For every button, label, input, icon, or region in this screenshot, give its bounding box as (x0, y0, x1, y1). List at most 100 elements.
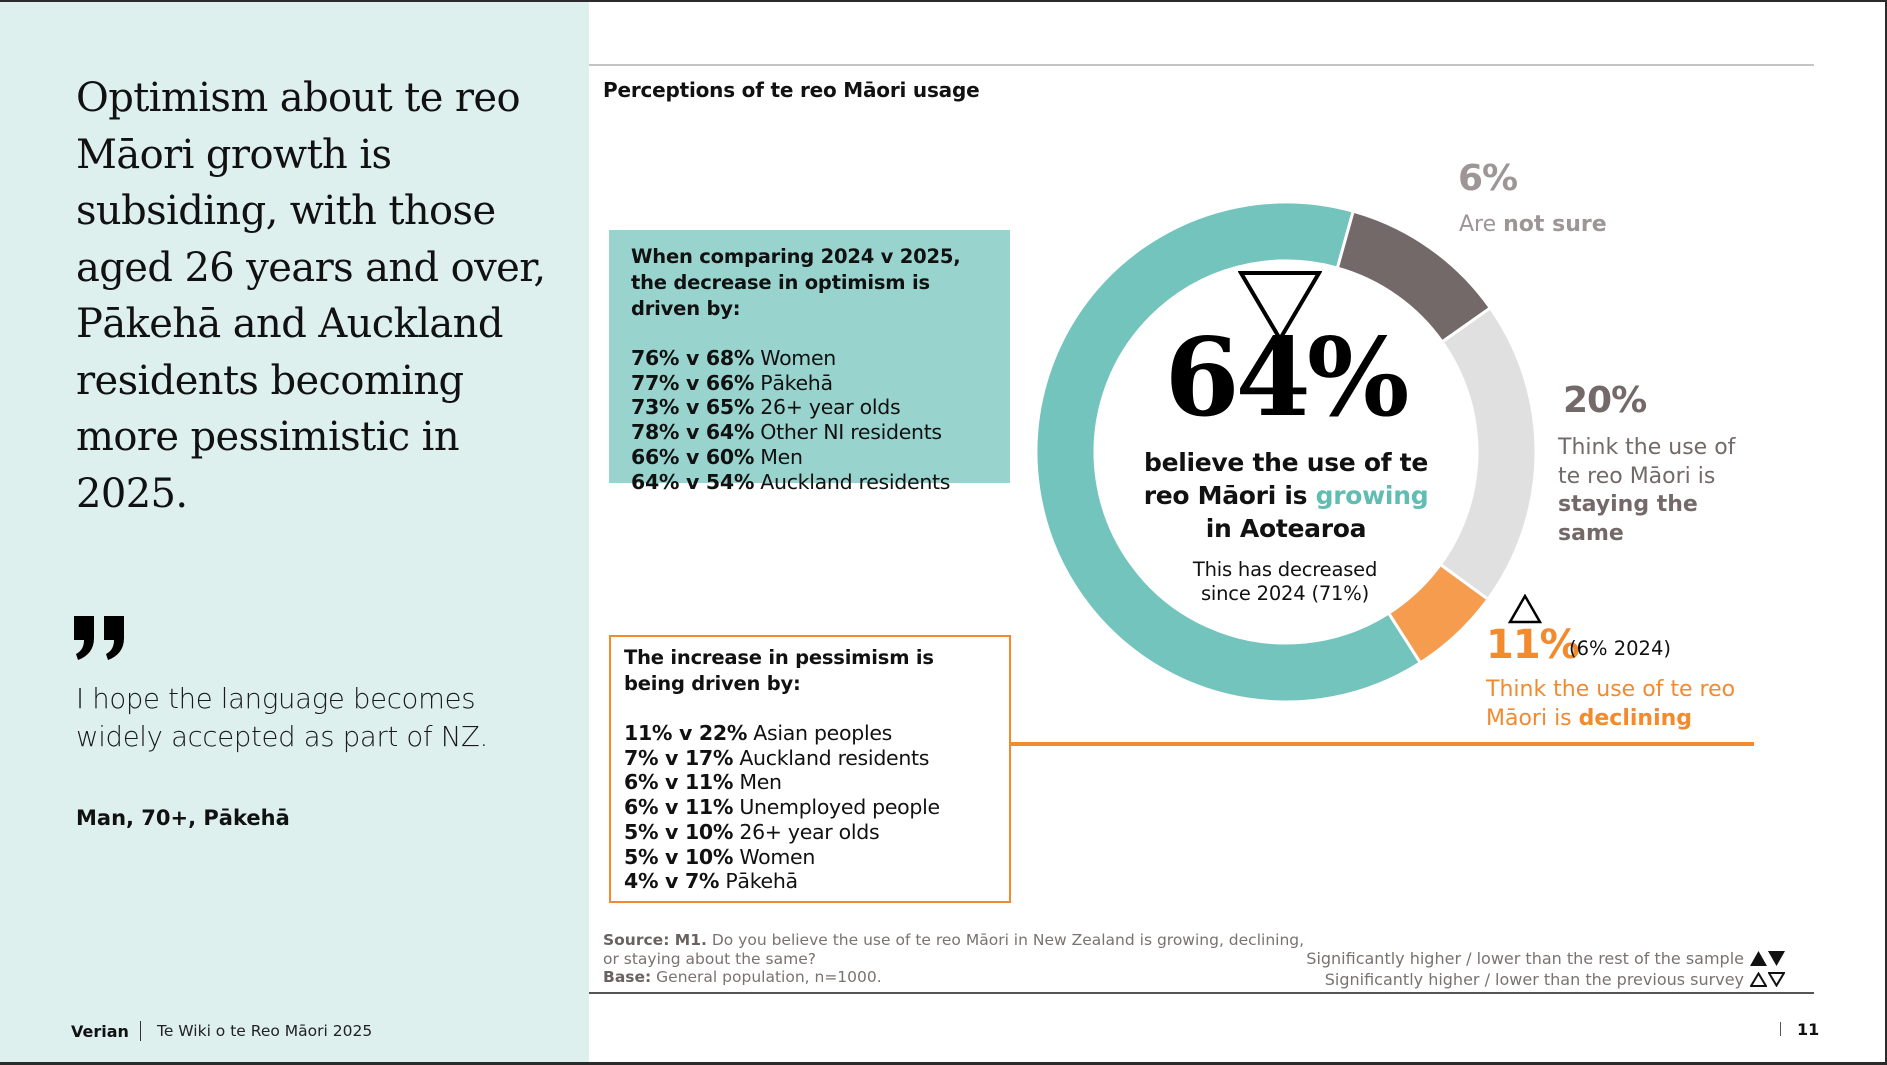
pessimism-drivers-list: 11% v 22% Asian peoples 7% v 17% Auckland… (624, 721, 999, 894)
pessimism-driver-row: 5% v 10% 26+ year olds (624, 820, 999, 845)
optimism-driver-row-values: 78% v 64% (631, 420, 755, 445)
pessimism-driver-row: 6% v 11% Men (624, 770, 999, 795)
source-label: Source: M1. (603, 931, 707, 949)
center-line-1: believe the use of te (1143, 448, 1428, 477)
optimism-driver-row-group: 26+ year olds (754, 395, 901, 420)
center-line-2: reo Māori is growing (1128, 479, 1444, 512)
pessimism-driver-row-values: 5% v 10% (624, 844, 734, 869)
optimism-driver-row-values: 64% v 54% (631, 469, 755, 494)
base-text: General population, n=1000. (651, 968, 882, 986)
source-text: Do you believe the use of te reo Māori i… (603, 931, 1305, 968)
optimism-driver-row-group: Men (754, 444, 803, 469)
donut-segment-same (1438, 305, 1538, 602)
not-sure-bold: not sure (1503, 212, 1607, 237)
pessimism-driver-row: 4% v 7% Pākehā (624, 869, 999, 894)
optimism-box-heading: When comparing 2024 v 2025, the decrease… (631, 245, 961, 320)
quote-text: I hope the language becomes widely accep… (76, 683, 488, 753)
outline-up-triangle-icon (1750, 972, 1767, 987)
not-sure-prefix: Are (1459, 212, 1504, 237)
pessimism-driver-row-group: 26+ year olds (733, 819, 880, 844)
optimism-driver-row: 66% v 60% Men (631, 445, 992, 470)
optimism-driver-row-values: 76% v 68% (631, 346, 755, 370)
center-sub-line-1: This has decreased (1192, 558, 1378, 581)
optimism-driver-row-group: Women (754, 346, 836, 370)
same-label-bold: staying the same (1558, 492, 1698, 546)
outline-down-triangle-icon (1768, 972, 1785, 987)
footer-divider (140, 1021, 141, 1041)
optimism-driver-row: 73% v 65% 26+ year olds (631, 395, 992, 420)
pessimism-driver-row-group: Auckland residents (733, 745, 930, 770)
pessimism-driver-row-values: 6% v 11% (624, 770, 734, 795)
footer-title: Te Wiki o te Reo Māori 2025 (157, 1022, 373, 1040)
pessimism-box-heading: The increase in pessimism is being drive… (624, 646, 934, 695)
pessimism-driver-row-values: 6% v 11% (624, 795, 734, 820)
pessimism-driver-row-values: 7% v 17% (624, 745, 734, 770)
footer-brand: Verian (71, 1022, 129, 1041)
section-title: Perceptions of te reo Māori usage (603, 78, 980, 102)
declining-label: Think the use of te reo Māori is declini… (1486, 676, 1746, 733)
same-label-line-2: te reo Māori is (1558, 463, 1716, 489)
center-subtext: This has decreased since 2024 (71%) (1150, 558, 1420, 606)
legend-row-previous: Significantly higher / lower than the pr… (1306, 969, 1785, 990)
headline: Optimism about te reo Māori growth is su… (76, 75, 546, 517)
legend-row-previous-text: Significantly higher / lower than the pr… (1324, 970, 1744, 989)
quote-attribution: Man, 70+, Pākehā (76, 806, 290, 830)
optimism-drivers-box: When comparing 2024 v 2025, the decrease… (609, 230, 1010, 494)
legend-row-sample: Significantly higher / lower than the re… (1306, 948, 1785, 969)
growing-accent: growing (1315, 481, 1429, 510)
optimism-driver-row: 77% v 66% Pākehā (631, 371, 992, 396)
optimism-driver-row-values: 73% v 65% (631, 395, 755, 420)
pessimism-driver-row-group: Unemployed people (733, 795, 940, 820)
center-line-3: in Aotearoa (1205, 514, 1367, 543)
filled-down-triangle-icon (1768, 951, 1785, 966)
pessimism-drivers-box: The increase in pessimism is being drive… (609, 635, 1011, 903)
pessimism-driver-row-values: 4% v 7% (624, 869, 720, 894)
pessimism-driver-row: 7% v 17% Auckland residents (624, 746, 999, 771)
optimism-driver-row: 78% v 64% Other NI residents (631, 420, 992, 445)
donut-chart (1034, 200, 1538, 704)
significance-legend: Significantly higher / lower than the re… (1306, 948, 1785, 990)
pessimism-driver-row-group: Pākehā (719, 869, 798, 894)
pessimism-driver-row-group: Men (733, 770, 782, 795)
frame-bottom-border (0, 1062, 1887, 1065)
same-label: Think the use of te reo Māori is staying… (1558, 434, 1768, 548)
base-label: Base: (603, 968, 652, 986)
filled-up-triangle-icon (1750, 951, 1767, 966)
donut-segment-growing (1034, 200, 1423, 704)
optimism-drivers-list: 76% v 68% Women 77% v 66% Pākehā 73% v 65%… (631, 346, 992, 494)
declining-label-bold: declining (1578, 705, 1693, 731)
pessimism-driver-row-values: 11% v 22% (624, 721, 748, 745)
center-statement: believe the use of te reo Māori is growi… (1128, 446, 1444, 545)
pessimism-driver-row-group: Women (733, 844, 816, 869)
same-percent: 20% (1563, 380, 1647, 421)
pessimism-driver-row-values: 5% v 10% (624, 819, 734, 844)
optimism-driver-row-values: 66% v 60% (631, 444, 755, 469)
declining-label-line-1: Think the use of te reo (1486, 677, 1736, 702)
optimism-driver-row-group: Auckland residents (754, 469, 951, 494)
pessimism-driver-row: 5% v 10% Women (624, 845, 999, 870)
optimism-driver-row: 76% v 68% Women (631, 346, 992, 371)
optimism-driver-row-group: Other NI residents (754, 420, 942, 445)
center-sub-line-2: since 2024 (71%) (1200, 582, 1370, 605)
big-number-growing: 64% (1164, 315, 1410, 441)
donut-segment-declining (1386, 562, 1491, 665)
page-divider (1780, 1022, 1781, 1036)
legend-row-sample-text: Significantly higher / lower than the re… (1306, 949, 1744, 968)
not-sure-label: Are not sure (1459, 212, 1607, 237)
source-note: Source: M1. Do you believe the use of te… (603, 931, 1323, 987)
optimism-driver-row-values: 77% v 66% (631, 370, 755, 395)
significantly-higher-than-previous-survey-icon (1508, 594, 1542, 624)
pessimism-driver-row: 6% v 11% Unemployed people (624, 795, 999, 820)
bottom-rule (589, 992, 1814, 994)
left-panel: Optimism about te reo Māori growth is su… (0, 2, 589, 1062)
frame-right-border (1885, 0, 1887, 1065)
frame-top-border (0, 0, 1887, 2)
center-line-2-prefix: reo Māori is (1143, 481, 1316, 510)
top-rule (589, 64, 1814, 66)
optimism-driver-row: 64% v 54% Auckland residents (631, 470, 992, 495)
declining-percent: 11% (1486, 622, 1580, 668)
same-label-line-1: Think the use of (1558, 435, 1736, 460)
significantly-lower-than-previous-survey-icon (1238, 271, 1322, 342)
not-sure-percent: 6% (1458, 158, 1518, 199)
closing-quote-icon (74, 616, 124, 660)
